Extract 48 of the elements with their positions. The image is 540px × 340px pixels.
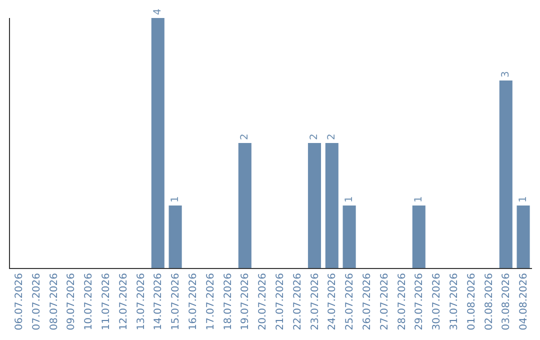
x-tick-label: 13.07.2026 bbox=[136, 273, 147, 330]
bar bbox=[151, 18, 164, 268]
x-tick-label: 11.07.2026 bbox=[100, 273, 112, 330]
x-tick-label: 07.07.2026 bbox=[31, 273, 42, 330]
data-label: 2 bbox=[308, 134, 320, 140]
data-label: 1 bbox=[170, 196, 181, 202]
x-tick-label: 09.07.2026 bbox=[66, 273, 78, 330]
data-label: 1 bbox=[344, 196, 355, 202]
x-tick-label: 30.07.2026 bbox=[432, 273, 443, 330]
x-tick-label: 21.07.2026 bbox=[274, 273, 286, 330]
bar bbox=[342, 206, 356, 268]
x-tick-label: 12.07.2026 bbox=[118, 273, 130, 330]
bar bbox=[308, 143, 322, 268]
x-tick-label: 17.07.2026 bbox=[205, 273, 216, 330]
x-tick-label: 25.07.2026 bbox=[344, 273, 356, 330]
x-tick-label: 28.07.2026 bbox=[396, 273, 408, 330]
x-tick-label: 06.07.2026 bbox=[14, 273, 25, 330]
x-tick-label: 02.08.2026 bbox=[484, 273, 495, 330]
x-tick-label: 10.07.2026 bbox=[84, 273, 95, 330]
x-tick-label: 16.07.2026 bbox=[188, 273, 199, 330]
x-tick-label: 04.08.2026 bbox=[518, 273, 530, 330]
data-label: 2 bbox=[239, 134, 250, 140]
x-tick-label: 22.07.2026 bbox=[292, 273, 304, 330]
bar bbox=[516, 206, 530, 268]
bar bbox=[499, 80, 512, 268]
x-tick-label: 31.07.2026 bbox=[448, 273, 460, 330]
x-tick-label: 24.07.2026 bbox=[327, 273, 338, 330]
data-label: 1 bbox=[413, 196, 424, 202]
bar bbox=[325, 143, 338, 268]
x-tick-label: 29.07.2026 bbox=[414, 273, 426, 330]
x-tick-label: 27.07.2026 bbox=[379, 273, 390, 330]
data-label: 2 bbox=[326, 134, 338, 140]
data-label: 3 bbox=[500, 71, 512, 78]
x-tick-label: 20.07.2026 bbox=[258, 273, 269, 330]
x-tick-label: 18.07.2026 bbox=[222, 273, 234, 330]
bar bbox=[238, 143, 252, 268]
bar bbox=[168, 206, 182, 268]
bar bbox=[412, 206, 426, 268]
x-tick-label: 15.07.2026 bbox=[170, 273, 182, 330]
data-label: 1 bbox=[518, 196, 529, 202]
x-tick-label: 03.08.2026 bbox=[501, 273, 512, 330]
x-tick-label: 26.07.2026 bbox=[362, 273, 373, 330]
x-tick-label: 14.07.2026 bbox=[153, 273, 164, 330]
x-tick-label: 08.07.2026 bbox=[48, 273, 60, 330]
x-tick-label: 23.07.2026 bbox=[310, 273, 321, 330]
x-tick-label: 01.08.2026 bbox=[466, 273, 478, 330]
data-label: 4 bbox=[152, 8, 164, 15]
x-tick-label: 19.07.2026 bbox=[240, 273, 252, 330]
